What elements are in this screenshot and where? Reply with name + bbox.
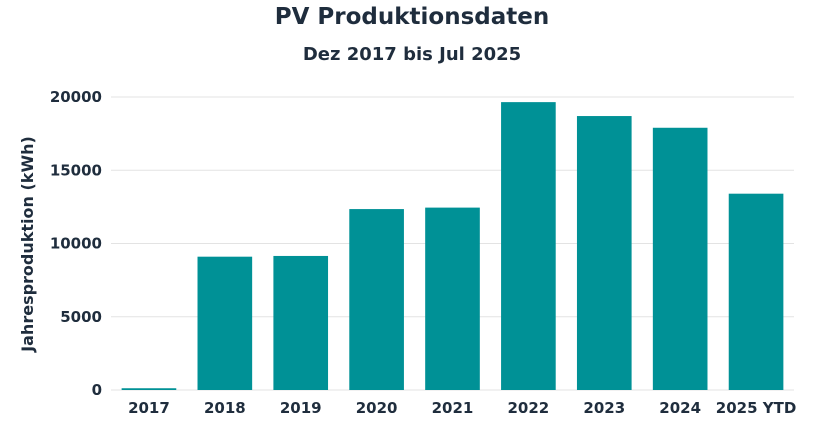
bar-2018 — [197, 256, 253, 390]
bar-2021 — [425, 207, 480, 390]
bars — [121, 102, 784, 391]
x-tick-label: 2019 — [280, 399, 322, 417]
bar-2022 — [501, 102, 556, 390]
y-tick-label: 5000 — [60, 308, 102, 326]
y-tick-label: 0 — [92, 381, 102, 399]
x-tick-label: 2017 — [128, 399, 170, 417]
bar-2024 — [652, 127, 708, 390]
bar-2020 — [349, 209, 404, 390]
x-tick-label: 2024 — [659, 399, 701, 417]
chart-title: PV Produktionsdaten — [274, 4, 550, 30]
y-tick-label: 10000 — [50, 235, 102, 253]
x-tick-label: 2018 — [204, 399, 246, 417]
x-axis-ticks: 2017 2018 2019 2020 2021 2022 2023 2024 2025 YTD — [128, 399, 796, 417]
x-tick-label: 2023 — [583, 399, 625, 417]
x-tick-label: 2020 — [356, 399, 398, 417]
x-tick-label: 2022 — [508, 399, 550, 417]
bar-2019 — [273, 255, 329, 390]
y-axis-title: Jahresproduktion (kWh) — [18, 136, 37, 353]
y-axis-ticks: 0 5000 10000 15000 20000 — [50, 88, 102, 399]
bar-2025-ytd — [728, 193, 784, 390]
x-tick-label: 2021 — [432, 399, 474, 417]
y-tick-label: 15000 — [50, 161, 102, 179]
x-tick-label: 2025 YTD — [716, 399, 797, 417]
bar-2017 — [121, 388, 177, 390]
chart-subtitle: Dez 2017 bis Jul 2025 — [302, 44, 522, 65]
y-tick-label: 20000 — [50, 88, 102, 106]
bar-2023 — [576, 116, 632, 391]
